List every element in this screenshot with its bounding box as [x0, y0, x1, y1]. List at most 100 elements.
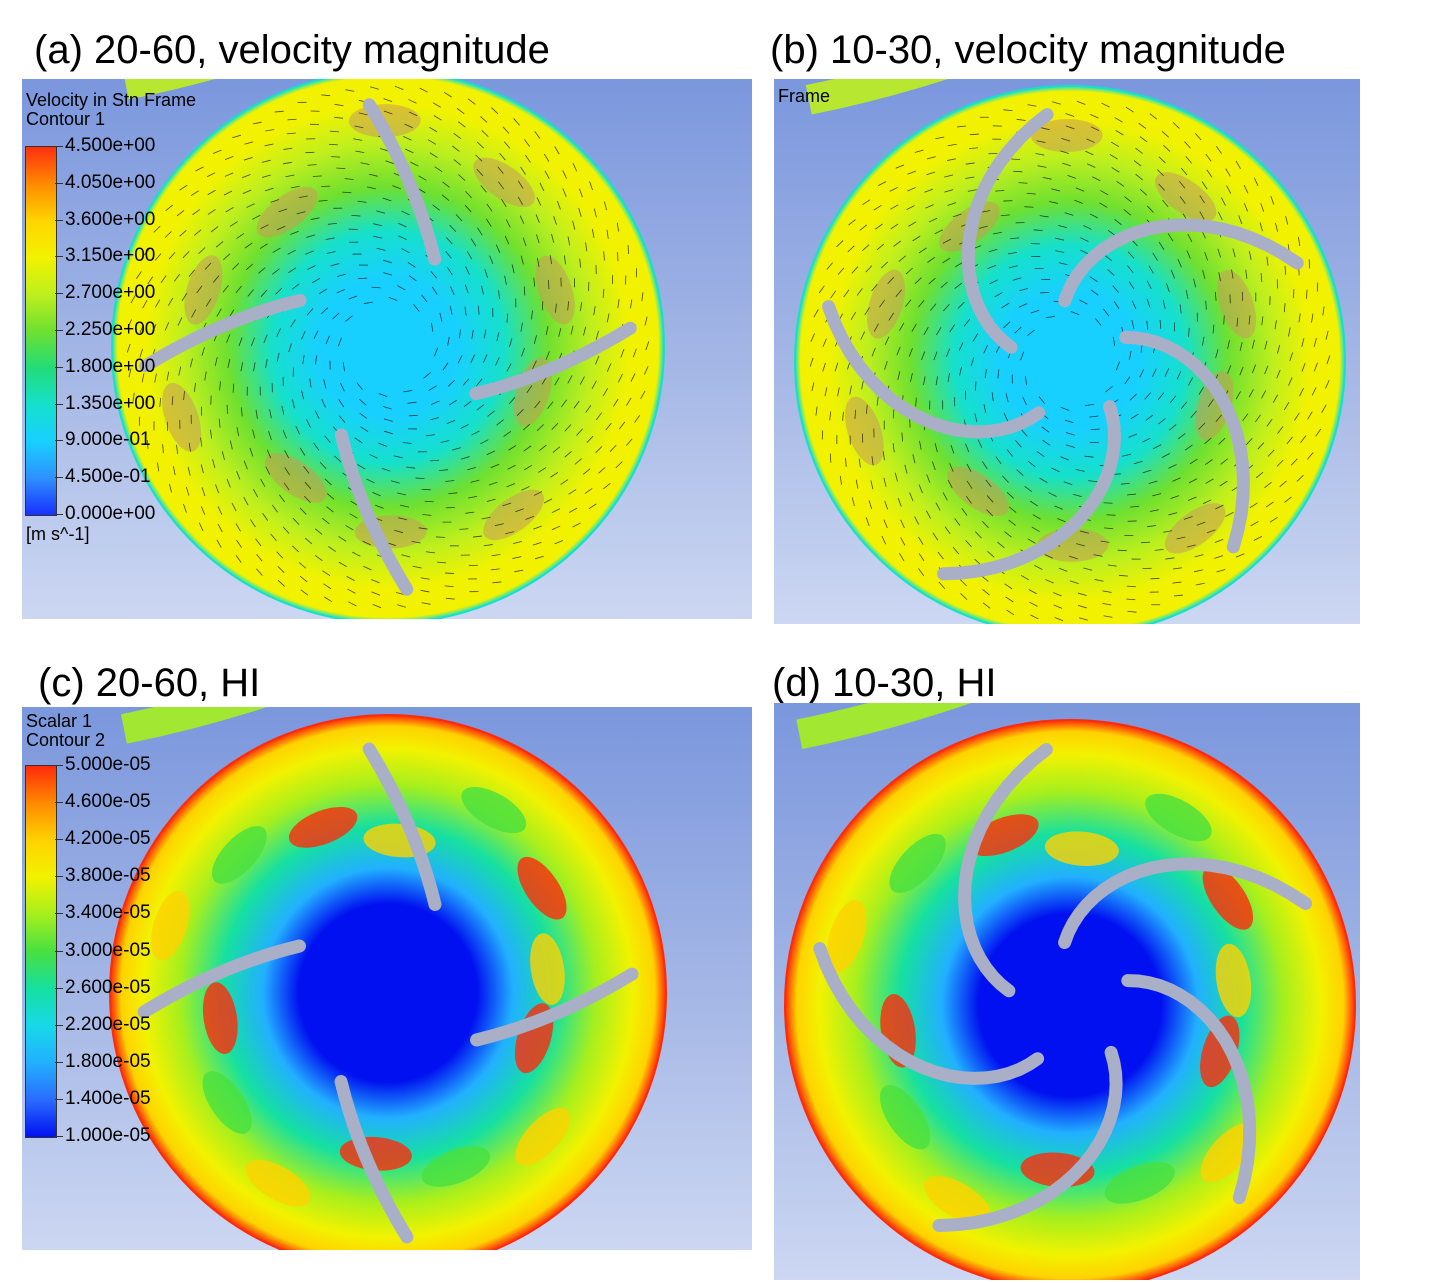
colorbar-tick-label: 2.200e-05: [65, 1013, 151, 1035]
colorbar-gradient: [25, 146, 57, 516]
contour-region: [483, 489, 545, 541]
impeller-blades: [139, 98, 637, 596]
colorbar-tick-label: 2.700e+00: [65, 282, 156, 304]
colorbar-tick-label: 1.800e+00: [65, 355, 156, 377]
panel-a-legend-subtitle: Contour 1: [26, 109, 106, 129]
colorbar-tick-mark: [55, 1136, 63, 1137]
panel-c-legend: Scalar 1 Contour 2: [26, 712, 105, 750]
contour-region: [151, 890, 190, 961]
panel-c-viewport: Scalar 1 Contour 2 5.000e-05 4.600e-05 4.2…: [22, 707, 752, 1250]
contour-region: [924, 1176, 991, 1224]
colorbar-tick-mark: [55, 1024, 63, 1026]
colorbar-tick-label: 9.000e-01: [65, 429, 151, 451]
panel-a-title: (a) 20-60, velocity magnitude: [34, 28, 550, 72]
contour-region: [515, 1108, 571, 1166]
panel-c-contour-plot: [109, 707, 667, 1250]
velocity-vectors: [809, 100, 1331, 622]
colorbar-tick-label: 1.800e-05: [65, 1050, 151, 1072]
colorbar-tick-mark: [55, 987, 63, 989]
contour-region: [889, 833, 946, 893]
colorbar-tick-mark: [55, 366, 63, 368]
colorbar-tick-label: 4.600e-05: [65, 791, 151, 813]
colorbar-tick-label: 0.000e+00: [65, 503, 156, 524]
panel-b-title: (b) 10-30, velocity magnitude: [770, 28, 1286, 72]
colorbar-tick-mark: [55, 950, 63, 952]
contour-region: [421, 1146, 491, 1187]
colorbar-tick-label: 1.000e-05: [65, 1125, 151, 1146]
contour-region: [202, 1071, 252, 1134]
panel-c-title: (c) 20-60, HI: [38, 661, 261, 705]
colorbar-tick-label: 3.000e-05: [65, 939, 151, 961]
contour-region: [947, 466, 1009, 516]
contour-region: [211, 826, 267, 884]
colorbar-tick-mark: [55, 1061, 63, 1063]
colorbar-tick-label: 1.400e-05: [65, 1087, 151, 1109]
colorbar-tick-label: 3.600e+00: [65, 208, 156, 230]
inlet-flow: [124, 79, 215, 100]
contour-region: [879, 1085, 931, 1150]
colorbar-gradient: [25, 765, 57, 1138]
colorbar-tick-mark: [55, 146, 63, 147]
colorbar-tick-label: 4.500e-01: [65, 466, 151, 488]
colorbar-tick-mark: [55, 256, 63, 258]
panel-d-title: (d) 10-30, HI: [772, 661, 997, 705]
contour-region: [1195, 371, 1234, 441]
contour-region: [1217, 269, 1257, 339]
colorbar-tick-label: 2.250e+00: [65, 319, 156, 340]
panel-b-legend: Frame: [778, 87, 830, 106]
contour-region: [968, 814, 1039, 857]
contour-region: [1200, 1015, 1240, 1088]
contour-region: [1200, 1122, 1257, 1182]
colorbar-tick-mark: [55, 182, 63, 184]
impeller-blades: [822, 108, 1304, 581]
contour-region: [844, 396, 884, 466]
colorbar-tick-mark: [55, 477, 63, 479]
contour-region: [288, 806, 358, 848]
colorbar-tick-mark: [55, 219, 63, 221]
panel-b-legend-title: Frame: [778, 86, 831, 106]
contour-region: [1031, 119, 1103, 153]
colorbar-tick-mark: [55, 839, 63, 841]
colorbar-tick-label: 4.050e+00: [65, 171, 156, 193]
panel-c-legend-title: Scalar 1: [26, 711, 93, 731]
contour-region: [256, 186, 318, 238]
panel-b-viewport: Frame: [774, 79, 1360, 624]
contour-region: [827, 900, 867, 972]
colorbar-tick-label: 1.350e+00: [65, 392, 156, 414]
contour-region: [461, 786, 527, 834]
contour-region: [184, 255, 223, 325]
impeller-blades: [813, 743, 1313, 1232]
panel-a-legend: Velocity in Stn Frame Contour 1: [26, 91, 196, 129]
contour-region: [867, 269, 906, 339]
colorbar-tick-mark: [55, 330, 63, 331]
panel-c-legend-subtitle: Contour 2: [26, 730, 106, 750]
colorbar-tick-mark: [55, 876, 63, 878]
inlet-flow: [796, 703, 972, 749]
colorbar-tick-mark: [55, 913, 63, 915]
contour-region: [202, 982, 238, 1054]
contour-region: [1044, 831, 1119, 866]
panel-a-legend-title: Velocity in Stn Frame: [26, 90, 197, 110]
contour-region: [264, 453, 327, 503]
colorbar-tick-mark: [55, 440, 63, 442]
panel-b-contour-plot: [794, 79, 1346, 624]
contour-region: [1215, 943, 1252, 1018]
colorbar-tick-mark: [55, 1098, 63, 1100]
colorbar-unit: [m s^-1]: [26, 524, 90, 544]
contour-region: [245, 1159, 311, 1207]
inlet-flow: [120, 707, 268, 744]
impeller-blades: [137, 742, 639, 1244]
colorbar-tick-mark: [55, 403, 63, 405]
colorbar-tick-label: 4.200e-05: [65, 828, 151, 850]
contour-region: [1202, 865, 1254, 930]
contour-region: [1104, 1161, 1175, 1204]
contour-region: [162, 382, 202, 452]
colorbar-tick-label: 2.600e-05: [65, 976, 151, 998]
contour-region: [1154, 172, 1217, 222]
velocity-vectors: [126, 85, 650, 609]
colorbar-tick-mark: [55, 765, 63, 766]
panel-d-contour-plot: [784, 703, 1356, 1280]
panel-d-viewport: [774, 703, 1360, 1280]
colorbar-tick-label: 3.150e+00: [65, 245, 156, 267]
contour-region: [517, 856, 567, 920]
